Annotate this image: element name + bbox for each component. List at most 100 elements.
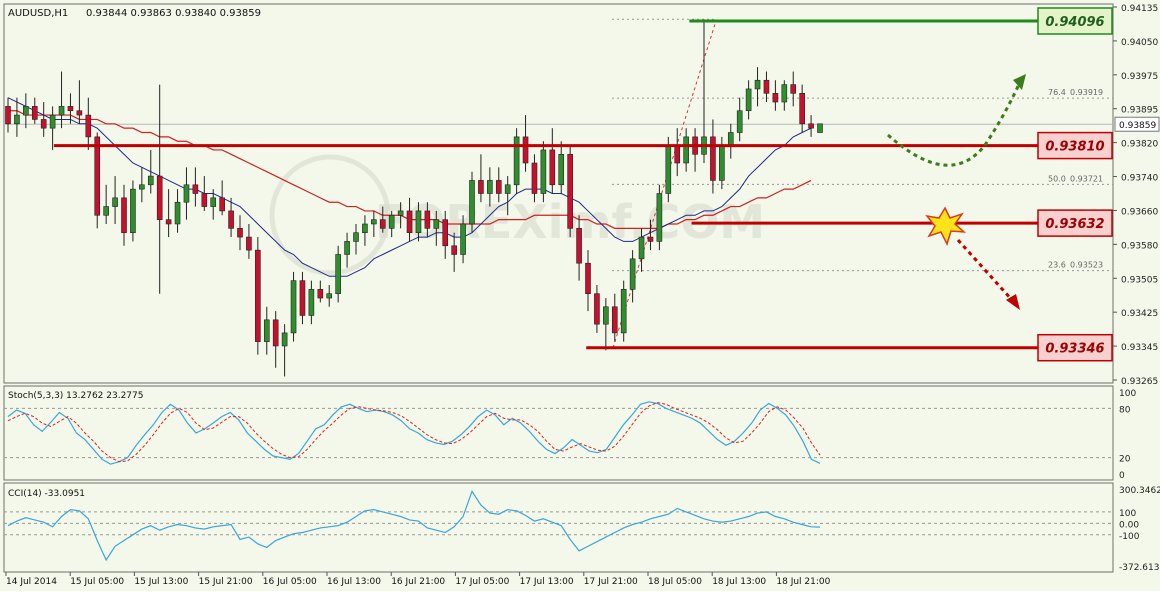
candle-body (745, 88, 752, 112)
candle-body (228, 210, 234, 229)
candle-body (67, 106, 74, 112)
candle-body (23, 106, 29, 116)
cci-axis-label: 300.3462 (1119, 486, 1160, 496)
candle-body (272, 319, 279, 347)
price-axis-label: 0.94050 (1121, 38, 1158, 48)
level-label-box (1037, 209, 1113, 237)
fib-price-label: 0.93721 (1070, 174, 1103, 183)
candle-body (799, 93, 805, 125)
candle-body (531, 162, 538, 194)
time-axis-label: 17 Jul 13:00 (520, 577, 574, 587)
candle-body (58, 106, 65, 116)
chart-ohlc: 0.93844 0.93863 0.93840 0.93859 (86, 8, 261, 19)
candle-body (201, 193, 208, 207)
time-axis-label: 15 Jul 05:00 (70, 577, 124, 587)
cci-axis-label: 100 (1119, 509, 1136, 519)
cci-title: CCI(14) -33.0951 (8, 489, 85, 499)
candle-body (433, 219, 440, 229)
stochastic-signal-line (7, 402, 821, 463)
candle-body (183, 184, 190, 203)
fib-ratio-label: 76.4 (1048, 88, 1066, 97)
cci-line (7, 489, 821, 562)
time-axis-label: 17 Jul 05:00 (455, 577, 509, 587)
candle-body (94, 136, 101, 216)
time-axis-label: 17 Jul 21:00 (584, 577, 638, 587)
candle-body (567, 153, 573, 229)
bullish-arrow-head (1013, 74, 1026, 90)
candle-body (76, 110, 83, 116)
price-axis-label: 0.93660 (1121, 207, 1158, 217)
fib-ratio-label: 23.6 (1048, 261, 1066, 270)
stochastic-panel-frame (3, 385, 1114, 481)
candle-body (299, 280, 306, 316)
price-axis-label: 0.93740 (1121, 174, 1158, 184)
price-axis-label: 0.93265 (1121, 377, 1158, 387)
candles-group (5, 19, 823, 377)
level-label-box (1037, 131, 1113, 160)
candle-body (424, 210, 431, 229)
time-axis-label: 15 Jul 21:00 (199, 577, 253, 587)
candle-body (379, 219, 386, 229)
candle-body (371, 219, 377, 225)
watermark-logo (269, 154, 391, 276)
candle-body (629, 258, 636, 290)
fib-price-label: 0.93919 (1070, 88, 1103, 97)
price-axis-label: 0.93345 (1121, 343, 1158, 353)
candle-body (558, 153, 565, 186)
candle-body (326, 293, 333, 299)
candle-body (174, 201, 181, 225)
candle-body (85, 114, 92, 138)
time-axis-label: 16 Jul 05:00 (263, 577, 317, 587)
candle-body (317, 289, 324, 299)
candle-body (495, 180, 502, 194)
bearish-arrow-head (1006, 294, 1020, 310)
candle-body (719, 145, 725, 181)
candle-body (754, 79, 761, 90)
candle-body (406, 210, 413, 234)
time-axis-label: 14 Jul 2014 (6, 577, 57, 587)
bullish-forecast-arrow (887, 81, 1022, 167)
price-axis-label: 0.93505 (1121, 275, 1158, 285)
stochastic-axis-label: 80 (1119, 405, 1131, 415)
price-axis-label: 0.94135 (1121, 4, 1158, 14)
price-panel-frame (3, 3, 1114, 384)
candle-body (121, 197, 127, 234)
candle-body (638, 236, 645, 260)
candle-body (246, 236, 252, 251)
candle-body (522, 136, 529, 164)
candle-body (147, 175, 154, 186)
stochastic-axis-label: 20 (1119, 455, 1131, 465)
candle-body (710, 136, 716, 181)
candle-body (14, 114, 20, 125)
candle-body (656, 193, 663, 242)
stochastic-title: Stoch(5,3,3) 13.2762 23.2775 (8, 391, 143, 401)
candle-body (469, 180, 475, 225)
candle-body (603, 306, 609, 325)
candle-body (683, 136, 689, 164)
candle-body (620, 289, 627, 334)
candle-body (594, 293, 600, 325)
candle-body (388, 214, 395, 229)
candle-body (130, 188, 136, 234)
current-price-badge (1114, 116, 1160, 132)
candle-body (156, 175, 163, 220)
time-axis-label: 18 Jul 13:00 (712, 577, 766, 587)
candle-body (5, 106, 11, 125)
time-axis-label: 16 Jul 21:00 (391, 577, 445, 587)
candle-body (647, 236, 654, 242)
candle-body (504, 184, 511, 194)
stochastic-axis-label: 100 (1119, 389, 1136, 399)
candle-body (335, 254, 341, 294)
candle-body (219, 197, 225, 212)
candle-body (255, 249, 261, 342)
candle-body (665, 145, 672, 194)
candle-body (790, 84, 797, 94)
candle-body (736, 110, 743, 133)
price-axis-label: 0.93820 (1121, 140, 1158, 150)
candle-body (103, 206, 109, 216)
stochastic-main-line (7, 401, 821, 465)
candle-body (415, 210, 422, 234)
candle-body (237, 228, 243, 238)
